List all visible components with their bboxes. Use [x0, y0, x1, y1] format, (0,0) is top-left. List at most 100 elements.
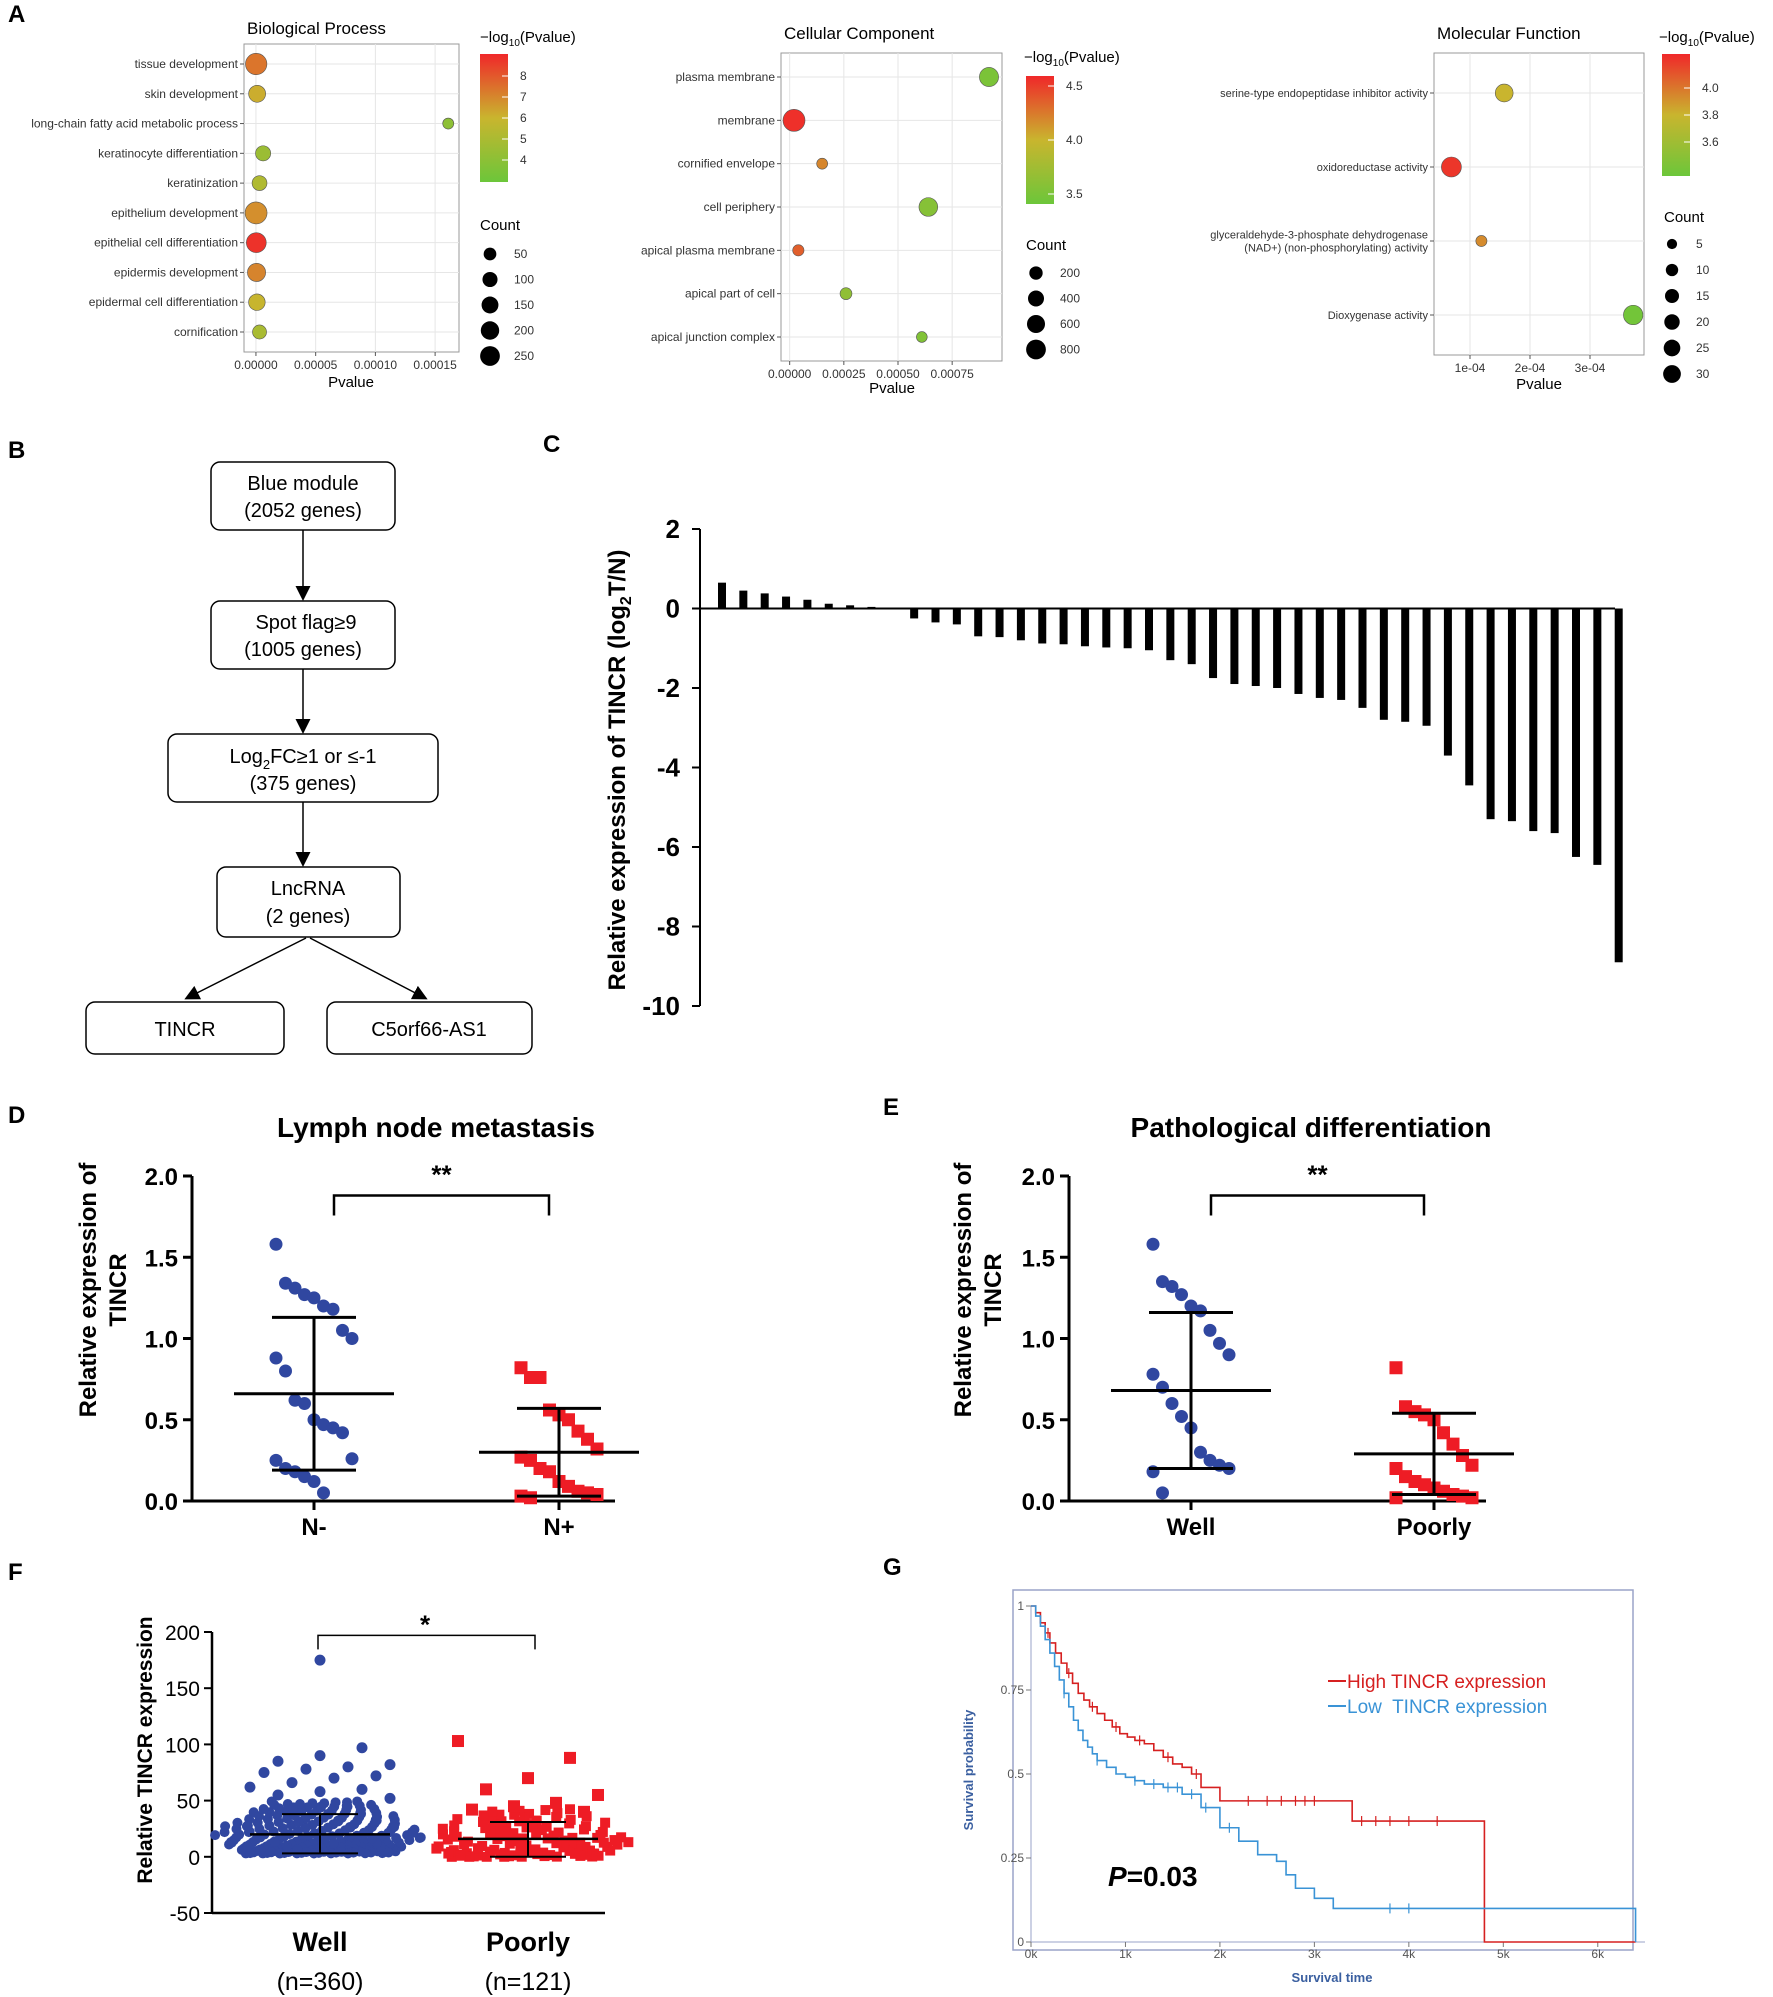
- flow-box-line2: (1005 genes): [244, 639, 362, 661]
- data-point: [1446, 1437, 1460, 1451]
- panel-letter-b: B: [8, 437, 25, 464]
- x-tick-sublabel: (n=121): [485, 1968, 572, 1996]
- color-legend-tick-label: 3.5: [1066, 187, 1083, 201]
- data-point: [587, 1851, 598, 1862]
- data-point: [598, 1837, 609, 1848]
- data-point: [272, 1755, 284, 1767]
- data-point: [269, 1453, 283, 1467]
- size-legend-label: 100: [514, 273, 534, 287]
- bar: [1059, 608, 1068, 645]
- bar: [1529, 608, 1538, 832]
- chart-biological-process: Biological Process tissue development ski…: [31, 19, 576, 391]
- data-point: [478, 1816, 489, 1827]
- y-tick-label: cornified envelope: [678, 157, 776, 171]
- flow-box-line2: (2052 genes): [244, 500, 362, 522]
- y-axis-label: Relative TINCR expression: [134, 1616, 157, 1883]
- data-point: [616, 1832, 627, 1843]
- bar: [1145, 608, 1153, 651]
- data-point: [600, 1817, 611, 1828]
- data-point: [301, 1847, 312, 1858]
- y-tick-label: -8: [657, 912, 680, 942]
- panel-letter-e: E: [883, 1094, 899, 1121]
- bubble-point: [247, 263, 266, 282]
- bubble-point: [255, 145, 271, 162]
- bar: [1080, 608, 1089, 647]
- bubble-point: [1475, 235, 1488, 247]
- x-tick-label: Well: [1167, 1514, 1216, 1541]
- y-tick-label: -2: [657, 673, 680, 703]
- x-tick-label: 0.00000: [234, 358, 278, 372]
- data-point: [478, 1810, 489, 1821]
- data-point: [548, 1830, 559, 1841]
- bar: [995, 608, 1004, 638]
- bubble-point: [816, 157, 828, 170]
- plot-area: [243, 43, 460, 353]
- data-point: [509, 1809, 520, 1820]
- bubble-point: [1623, 304, 1644, 326]
- data-point: [564, 1818, 575, 1829]
- x-tick-label: 0.00005: [294, 358, 338, 372]
- data-point: [510, 1836, 521, 1847]
- y-tick-label: -6: [657, 832, 680, 862]
- panel-letter-g: G: [883, 1554, 902, 1581]
- data-point: [269, 1351, 283, 1365]
- data-point: [551, 1811, 562, 1822]
- bar: [782, 596, 791, 609]
- significance-bracket: [317, 1634, 536, 1650]
- x-tick-label: 4k: [1403, 1947, 1417, 1961]
- data-point: [550, 1796, 562, 1809]
- x-tick-label: Poorly: [486, 1927, 570, 1957]
- y-tick-label: 0.5: [145, 1408, 178, 1435]
- data-point: [371, 1815, 382, 1826]
- data-point: [575, 1837, 586, 1848]
- y-tick-label: 0: [666, 594, 680, 624]
- y-tick-label: cornification: [174, 325, 238, 339]
- data-point: [1175, 1288, 1188, 1302]
- data-point: [1146, 1237, 1160, 1251]
- data-point: [501, 1822, 512, 1833]
- x-axis-label: Pvalue: [328, 374, 374, 391]
- bar: [1187, 608, 1196, 665]
- x-tick-label: Well: [292, 1927, 347, 1957]
- y-tick-label: Dioxygenase activity: [1328, 310, 1429, 322]
- y-tick-label: cell periphery: [704, 200, 775, 214]
- bar: [1486, 608, 1495, 820]
- data-point: [521, 1822, 532, 1833]
- data-point: [279, 1364, 292, 1378]
- x-tick-label: 0.00015: [413, 358, 457, 372]
- bar: [1465, 608, 1474, 786]
- panel-letter-d: D: [8, 1102, 25, 1129]
- data-point: [307, 1291, 321, 1305]
- size-legend-dot: [1026, 339, 1046, 360]
- data-point: [459, 1839, 470, 1850]
- data-point: [486, 1813, 497, 1824]
- data-point: [314, 1654, 326, 1666]
- data-point: [300, 1763, 312, 1775]
- bar: [867, 606, 876, 609]
- bubble-point: [916, 331, 928, 343]
- flow-box-tincr: [85, 1001, 285, 1055]
- y-axis-label: Survival probability: [961, 1709, 976, 1830]
- y-tick-label: 0.0: [1022, 1489, 1055, 1516]
- data-point: [590, 1488, 604, 1501]
- data-point: [473, 1843, 484, 1854]
- data-point: [575, 1850, 586, 1861]
- bar: [888, 607, 897, 609]
- data-point: [288, 1281, 302, 1295]
- size-legend-label: 150: [514, 298, 534, 312]
- significance-bracket: [1209, 1194, 1426, 1216]
- bubble-point: [979, 67, 999, 87]
- y-tick-label: 0.0: [145, 1489, 178, 1516]
- data-point: [488, 1819, 499, 1830]
- data-point: [281, 1841, 292, 1852]
- data-point: [1165, 1397, 1179, 1410]
- y-axis-label: TINCR: [980, 1253, 1007, 1326]
- size-legend-label: 250: [514, 349, 534, 363]
- bubble-point: [918, 197, 938, 217]
- y-axis-label: Relative expression of: [950, 1162, 977, 1418]
- data-point: [431, 1843, 442, 1854]
- data-point: [559, 1835, 570, 1846]
- data-point: [345, 1822, 356, 1833]
- y-tick-label: 50: [177, 1791, 200, 1814]
- flow-output-label: C5orf66-AS1: [371, 1019, 487, 1041]
